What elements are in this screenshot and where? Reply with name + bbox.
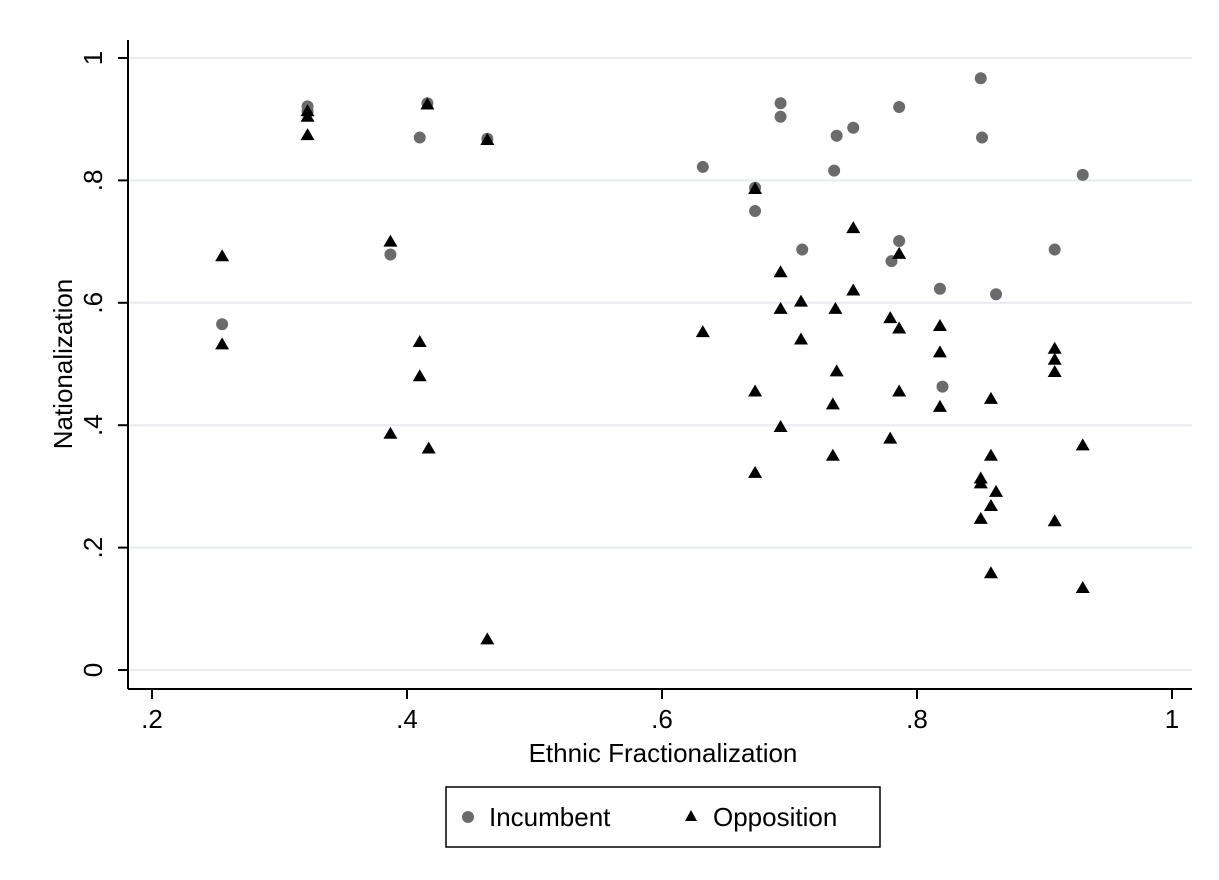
opposition-point [383,234,398,247]
x-tick-label: 1 [1165,704,1179,734]
opposition-point [773,420,788,433]
incumbent-point [933,282,946,295]
incumbent-point [974,72,987,85]
opposition-point [883,311,898,324]
opposition-point [300,109,315,122]
opposition-point [846,221,861,234]
opposition-point [932,345,947,358]
axes [127,40,1192,690]
opposition-point [983,566,998,579]
opposition-point [983,498,998,511]
opposition-point [892,384,907,397]
opposition-point [480,133,495,146]
x-axis-title: Ethnic Fractionalization [529,738,798,768]
incumbent-point [976,131,989,144]
incumbent-point [384,248,397,261]
incumbent-point [893,100,906,113]
incumbent-point [830,129,843,142]
x-tick-label: .2 [141,704,163,734]
incumbent-point [749,205,762,217]
y-tick-label: .4 [78,414,108,436]
opposition-point [983,448,998,461]
legend-opposition-marker [685,810,697,821]
incumbent-point [1048,243,1061,256]
opposition-point [695,325,710,338]
y-tick-label: .6 [78,292,108,314]
opposition-point [215,337,230,350]
opposition-point [829,364,844,377]
y-axis-title: Nationalization [48,279,78,450]
incumbent-point [893,234,906,247]
opposition-point [892,321,907,334]
opposition-point [773,301,788,314]
opposition-point [412,334,427,347]
opposition-point [1047,514,1062,527]
opposition-point [793,332,808,345]
legend-incumbent-label: Incumbent [489,802,611,832]
x-tick-label: .6 [651,704,673,734]
opposition-point [215,249,230,262]
opposition-point [883,431,898,444]
opposition-point [1075,438,1090,451]
x-tick-label: .4 [396,704,418,734]
opposition-point [748,181,763,194]
incumbent-point [936,380,949,393]
opposition-point [793,294,808,307]
incumbent-point [774,97,787,110]
opposition-point [420,97,435,110]
opposition-point [983,391,998,404]
opposition-point [892,246,907,259]
y-tick-label: 1 [78,51,108,65]
incumbent-point [216,318,229,331]
legend-incumbent-marker [462,811,474,823]
opposition-point [1047,352,1062,365]
opposition-point [932,319,947,332]
opposition-point [773,265,788,278]
incumbent-point [413,131,426,144]
incumbent-point [828,164,841,177]
legend: Incumbent Opposition [445,786,881,848]
opposition-point [973,511,988,524]
opposition-point [480,632,495,645]
opposition-point [846,283,861,296]
incumbent-point [847,121,860,134]
incumbent-point [774,110,787,123]
opposition-point [1075,580,1090,593]
x-axis-ticks: .2 .4 .6 .8 1 [141,689,1179,734]
legend-box [445,786,881,848]
y-tick-label: 0 [78,663,108,677]
opposition-point [989,484,1004,497]
y-tick-label: .8 [78,170,108,192]
opposition-point [973,476,988,489]
opposition-point [383,426,398,439]
legend-opposition-label: Opposition [713,802,837,832]
y-tick-label: .2 [78,537,108,559]
incumbent-point [696,160,709,173]
opposition-point [748,384,763,397]
opposition-point [932,399,947,412]
opposition-point [825,448,840,461]
opposition-point [412,369,427,382]
opposition-point [748,465,763,478]
incumbent-point [796,243,809,256]
x-tick-label: .8 [906,704,928,734]
opposition-point [1047,364,1062,377]
opposition-point [1047,341,1062,354]
gridlines [130,57,1192,671]
y-axis-ticks: 0 .2 .4 .6 .8 1 [78,51,128,677]
data-points [215,72,1090,645]
opposition-point [825,397,840,410]
opposition-point [828,301,843,314]
incumbent-point [1076,168,1089,181]
incumbent-point [990,288,1003,301]
opposition-point [421,441,436,454]
opposition-point [300,128,315,141]
